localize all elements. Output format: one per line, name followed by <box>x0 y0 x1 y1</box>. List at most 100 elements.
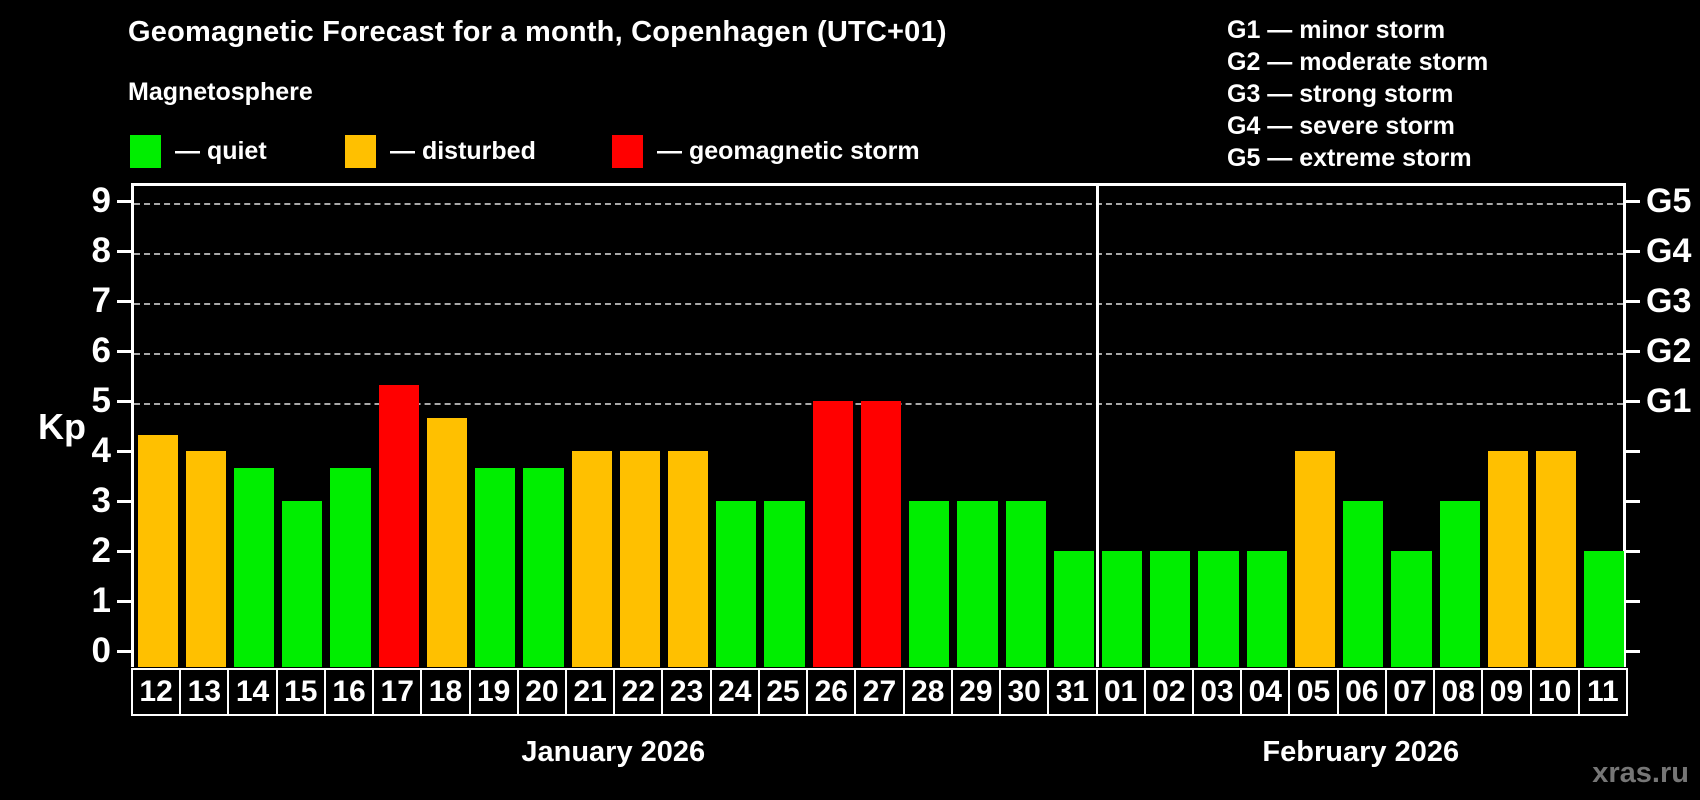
day-label-05: 05 <box>1288 668 1339 716</box>
disturbed-swatch-icon <box>345 134 376 168</box>
y-axis-tick-left-1 <box>117 600 131 603</box>
kp-bar-day-17 <box>378 384 419 667</box>
month-label-1: January 2026 <box>521 736 706 768</box>
day-label-24: 24 <box>709 668 760 716</box>
y-axis-tick-left-4 <box>117 450 131 453</box>
kp-bar-day-19 <box>475 467 516 667</box>
day-label-04: 04 <box>1240 668 1291 716</box>
y-axis-tick-left-2 <box>117 550 131 553</box>
watermark: xras.ru <box>1592 757 1689 789</box>
day-label-22: 22 <box>613 668 664 716</box>
day-label-17: 17 <box>372 668 423 716</box>
day-label-20: 20 <box>516 668 568 716</box>
y-axis-tick-right-4 <box>1626 450 1640 453</box>
y-axis-value-6: 6 <box>91 331 111 370</box>
y-axis-value-7: 7 <box>91 281 111 320</box>
kp-bar-day-05 <box>1294 451 1336 667</box>
kp-bar-day-29 <box>957 501 998 667</box>
day-label-19: 19 <box>468 668 519 716</box>
chart-title: Geomagnetic Forecast for a month, Copenh… <box>128 16 947 48</box>
legend-item-disturbed: — disturbed <box>345 134 536 168</box>
day-label-03: 03 <box>1191 668 1243 716</box>
kp-bar-day-15 <box>282 501 323 667</box>
g-scale-legend: G1 — minor storm G2 — moderate storm G3 — … <box>1227 14 1488 174</box>
gridline-kp-9 <box>134 203 1623 205</box>
geomagnetic-storm-swatch-icon <box>612 134 643 168</box>
day-label-30: 30 <box>999 668 1050 716</box>
month-label-2: February 2026 <box>1262 736 1460 768</box>
kp-bar-day-01 <box>1102 551 1143 667</box>
day-label-25: 25 <box>757 668 809 716</box>
y-axis-tick-right-6 <box>1626 350 1640 353</box>
y-axis-tick-right-9 <box>1626 200 1640 203</box>
day-label-18: 18 <box>420 668 471 716</box>
kp-bar-day-28 <box>909 501 950 667</box>
y-axis-value-1: 1 <box>91 581 111 620</box>
g-level-label-G5: G5 <box>1646 182 1692 220</box>
g-level-label-G4: G4 <box>1646 232 1692 270</box>
y-axis-value-8: 8 <box>91 231 111 270</box>
legend-label-disturbed: — disturbed <box>390 136 536 165</box>
day-label-01: 01 <box>1095 668 1146 716</box>
day-label-02: 02 <box>1143 668 1194 716</box>
day-label-11: 11 <box>1577 668 1628 716</box>
day-label-06: 06 <box>1336 668 1387 716</box>
y-axis-tick-left-9 <box>117 200 131 203</box>
kp-bar-day-08 <box>1439 501 1480 667</box>
kp-bar-day-10 <box>1536 451 1577 667</box>
kp-bar-day-31 <box>1053 551 1094 667</box>
y-axis-tick-left-3 <box>117 500 131 503</box>
y-axis-tick-left-0 <box>117 650 131 653</box>
kp-bar-day-12 <box>137 434 178 667</box>
y-axis-value-4: 4 <box>91 431 111 470</box>
day-label-14: 14 <box>227 668 278 716</box>
kp-bar-day-24 <box>716 501 757 667</box>
day-label-07: 07 <box>1384 668 1436 716</box>
kp-bar-day-13 <box>185 451 226 667</box>
kp-bar-day-16 <box>330 467 371 667</box>
plot-area <box>131 183 1626 667</box>
day-label-21: 21 <box>565 668 616 716</box>
kp-bar-day-20 <box>523 467 564 667</box>
kp-bar-day-22 <box>619 451 660 667</box>
legend-label-geomagnetic-storm: — geomagnetic storm <box>657 136 920 165</box>
y-axis-tick-right-1 <box>1626 600 1640 603</box>
g-scale-legend-line-1: G1 — minor storm <box>1227 16 1446 44</box>
kp-bar-day-25 <box>764 501 805 667</box>
y-axis-value-5: 5 <box>91 381 111 420</box>
y-axis-value-2: 2 <box>91 531 111 570</box>
day-label-10: 10 <box>1529 668 1580 716</box>
day-label-13: 13 <box>179 668 230 716</box>
day-label-08: 08 <box>1433 668 1484 716</box>
kp-bar-day-26 <box>812 401 853 667</box>
kp-bar-day-09 <box>1487 451 1529 667</box>
g-level-label-G2: G2 <box>1646 332 1692 370</box>
g-scale-legend-line-2: G2 — moderate storm <box>1227 48 1489 76</box>
day-label-29: 29 <box>950 668 1002 716</box>
day-label-16: 16 <box>323 668 375 716</box>
g-scale-legend-line-4: G4 — severe storm <box>1227 112 1455 140</box>
y-axis-tick-left-6 <box>117 350 131 353</box>
y-axis-value-0: 0 <box>91 631 111 670</box>
kp-bar-day-04 <box>1246 551 1287 667</box>
y-axis-value-3: 3 <box>91 481 111 520</box>
kp-bar-day-03 <box>1198 551 1239 667</box>
kp-bar-day-21 <box>571 451 612 667</box>
day-label-31: 31 <box>1047 668 1098 716</box>
y-axis-tick-right-2 <box>1626 550 1640 553</box>
kp-bar-day-02 <box>1150 551 1191 667</box>
y-axis-label: Kp <box>38 406 86 447</box>
kp-bar-day-11 <box>1584 551 1625 667</box>
kp-bar-day-14 <box>233 467 275 667</box>
legend-label-quiet: — quiet <box>175 136 267 165</box>
day-label-15: 15 <box>275 668 326 716</box>
day-label-26: 26 <box>806 668 857 716</box>
y-axis-tick-right-5 <box>1626 400 1640 403</box>
y-axis-value-9: 9 <box>91 181 111 220</box>
month-divider <box>1095 186 1099 667</box>
y-axis-tick-left-5 <box>117 400 131 403</box>
magnetosphere-label: Magnetosphere <box>128 78 313 106</box>
quiet-swatch-icon <box>130 134 161 168</box>
kp-bar-day-30 <box>1005 501 1046 667</box>
